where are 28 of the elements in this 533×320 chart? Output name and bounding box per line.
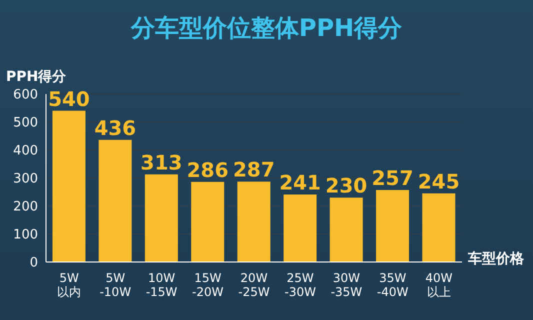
x-tick-label: 5W 以内 <box>57 271 82 299</box>
data-label: 241 <box>279 170 321 195</box>
y-tick-label: 300 <box>13 172 38 187</box>
y-axis-title: PPH得分 <box>6 68 66 86</box>
data-label: 257 <box>372 166 414 190</box>
x-tick-label: 10W -15W <box>146 271 178 299</box>
x-tick-label: 30W -35W <box>330 271 362 299</box>
data-label: 540 <box>48 86 90 111</box>
y-tick-label: 0 <box>30 256 38 271</box>
data-label: 286 <box>186 158 229 182</box>
x-axis-title: 车型价格 <box>468 250 524 268</box>
x-tick-label: 25W -30W <box>284 271 316 299</box>
data-label: 245 <box>418 169 460 194</box>
y-tick-label: 100 <box>13 228 38 243</box>
data-label: 313 <box>140 150 182 174</box>
y-tick-label: 400 <box>13 144 38 159</box>
chart-title: 分车型价位整体PPH得分 <box>130 13 404 44</box>
x-tick-label: 20W -25W <box>238 271 270 299</box>
data-label: 436 <box>94 116 136 140</box>
x-tick-label: 15W -20W <box>192 271 224 299</box>
y-tick-label: 600 <box>13 88 38 103</box>
x-tick-label: 40W 以上 <box>425 271 453 299</box>
data-label: 287 <box>232 158 275 182</box>
y-tick-label: 500 <box>13 116 38 131</box>
data-label: 230 <box>325 174 368 198</box>
x-tick-label: 5W -10W <box>100 271 132 299</box>
x-tick-label: 35W -40W <box>376 271 409 299</box>
y-tick-label: 200 <box>13 200 38 215</box>
